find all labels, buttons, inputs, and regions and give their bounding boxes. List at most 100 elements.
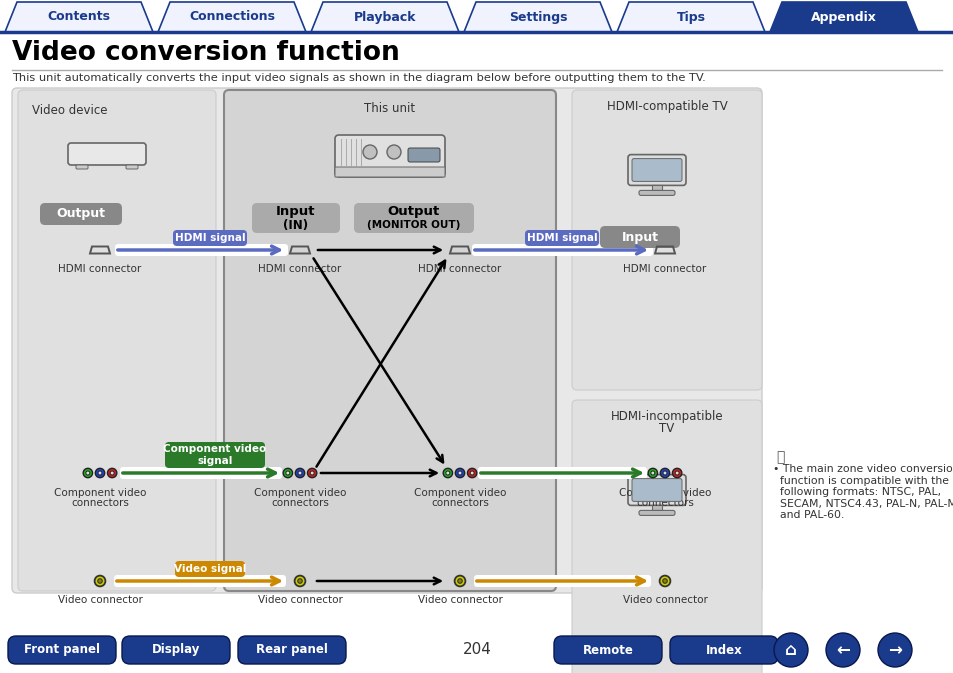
Polygon shape bbox=[769, 2, 917, 32]
Circle shape bbox=[443, 468, 452, 478]
Text: (IN): (IN) bbox=[283, 219, 308, 232]
Circle shape bbox=[86, 471, 90, 475]
Circle shape bbox=[387, 145, 400, 159]
Circle shape bbox=[647, 468, 657, 478]
FancyBboxPatch shape bbox=[237, 636, 346, 664]
FancyBboxPatch shape bbox=[335, 167, 444, 177]
Text: Video connector: Video connector bbox=[57, 595, 142, 605]
Text: Playback: Playback bbox=[354, 11, 416, 24]
FancyBboxPatch shape bbox=[572, 90, 761, 390]
Circle shape bbox=[662, 471, 666, 475]
Circle shape bbox=[297, 579, 302, 583]
Text: Output: Output bbox=[56, 207, 106, 221]
FancyBboxPatch shape bbox=[524, 230, 598, 246]
Circle shape bbox=[455, 575, 465, 586]
Text: • The main zone video conversion
  function is compatible with the
  following f: • The main zone video conversion functio… bbox=[772, 464, 953, 520]
Text: Video conversion function: Video conversion function bbox=[12, 40, 399, 66]
FancyBboxPatch shape bbox=[18, 90, 215, 591]
Circle shape bbox=[94, 575, 105, 586]
FancyBboxPatch shape bbox=[8, 636, 116, 664]
Text: (MONITOR OUT): (MONITOR OUT) bbox=[367, 220, 460, 230]
Text: Remote: Remote bbox=[582, 643, 633, 656]
Text: Video connector: Video connector bbox=[622, 595, 707, 605]
FancyBboxPatch shape bbox=[126, 165, 138, 169]
Circle shape bbox=[825, 633, 859, 667]
FancyBboxPatch shape bbox=[669, 636, 778, 664]
Text: Tips: Tips bbox=[676, 11, 705, 24]
Circle shape bbox=[659, 468, 669, 478]
Circle shape bbox=[295, 468, 304, 478]
Text: 204: 204 bbox=[462, 643, 491, 658]
Circle shape bbox=[83, 468, 92, 478]
Circle shape bbox=[445, 471, 450, 475]
FancyBboxPatch shape bbox=[631, 159, 681, 182]
FancyBboxPatch shape bbox=[627, 155, 685, 185]
Text: →: → bbox=[887, 641, 901, 659]
Circle shape bbox=[672, 468, 681, 478]
Text: This unit: This unit bbox=[364, 102, 416, 115]
Circle shape bbox=[283, 468, 293, 478]
Text: Component video: Component video bbox=[618, 488, 710, 498]
Text: Component video: Component video bbox=[253, 488, 346, 498]
Polygon shape bbox=[158, 2, 306, 32]
Text: Settings: Settings bbox=[508, 11, 567, 24]
Circle shape bbox=[95, 468, 105, 478]
FancyBboxPatch shape bbox=[354, 203, 474, 233]
Circle shape bbox=[110, 471, 114, 475]
Polygon shape bbox=[311, 2, 458, 32]
Circle shape bbox=[286, 471, 290, 475]
Text: Video connector: Video connector bbox=[257, 595, 342, 605]
Circle shape bbox=[675, 471, 679, 475]
FancyBboxPatch shape bbox=[120, 467, 282, 479]
Text: Front panel: Front panel bbox=[24, 643, 100, 656]
Text: Video signal: Video signal bbox=[173, 564, 246, 574]
Text: HDMI connector: HDMI connector bbox=[258, 264, 341, 274]
FancyBboxPatch shape bbox=[639, 510, 675, 516]
FancyBboxPatch shape bbox=[165, 442, 265, 468]
FancyBboxPatch shape bbox=[172, 230, 247, 246]
Text: Input: Input bbox=[276, 205, 315, 219]
Text: Component video: Component video bbox=[53, 488, 146, 498]
Circle shape bbox=[662, 579, 666, 583]
Circle shape bbox=[470, 471, 474, 475]
Text: HDMI connector: HDMI connector bbox=[622, 264, 706, 274]
Circle shape bbox=[363, 145, 376, 159]
Bar bbox=[651, 505, 661, 510]
Circle shape bbox=[310, 471, 314, 475]
FancyBboxPatch shape bbox=[408, 148, 439, 162]
Text: HDMI signal: HDMI signal bbox=[526, 233, 597, 243]
Text: Component video: Component video bbox=[414, 488, 506, 498]
Text: Video connector: Video connector bbox=[417, 595, 502, 605]
Circle shape bbox=[307, 468, 316, 478]
FancyBboxPatch shape bbox=[631, 479, 681, 501]
Circle shape bbox=[659, 575, 670, 586]
Text: HDMI-compatible TV: HDMI-compatible TV bbox=[606, 100, 726, 113]
Circle shape bbox=[457, 579, 462, 583]
Bar bbox=[651, 185, 661, 190]
FancyBboxPatch shape bbox=[115, 244, 288, 256]
Text: This unit automatically converts the input video signals as shown in the diagram: This unit automatically converts the inp… bbox=[12, 73, 705, 83]
FancyBboxPatch shape bbox=[174, 561, 245, 577]
FancyBboxPatch shape bbox=[639, 190, 675, 195]
FancyBboxPatch shape bbox=[472, 244, 652, 256]
Text: connectors: connectors bbox=[271, 498, 329, 508]
Text: Connections: Connections bbox=[189, 11, 274, 24]
FancyBboxPatch shape bbox=[477, 467, 646, 479]
FancyBboxPatch shape bbox=[12, 88, 761, 593]
FancyBboxPatch shape bbox=[335, 135, 444, 177]
Circle shape bbox=[650, 471, 654, 475]
Circle shape bbox=[457, 471, 461, 475]
Text: connectors: connectors bbox=[636, 498, 693, 508]
Text: Component video
signal: Component video signal bbox=[163, 444, 266, 466]
Text: TV: TV bbox=[659, 422, 674, 435]
Polygon shape bbox=[5, 2, 152, 32]
Circle shape bbox=[297, 471, 302, 475]
Text: Rear panel: Rear panel bbox=[255, 643, 328, 656]
Circle shape bbox=[108, 468, 116, 478]
FancyBboxPatch shape bbox=[113, 575, 286, 587]
FancyBboxPatch shape bbox=[224, 90, 556, 591]
Circle shape bbox=[773, 633, 807, 667]
Text: ⌂: ⌂ bbox=[784, 641, 796, 659]
Text: Contents: Contents bbox=[48, 11, 111, 24]
FancyBboxPatch shape bbox=[554, 636, 661, 664]
